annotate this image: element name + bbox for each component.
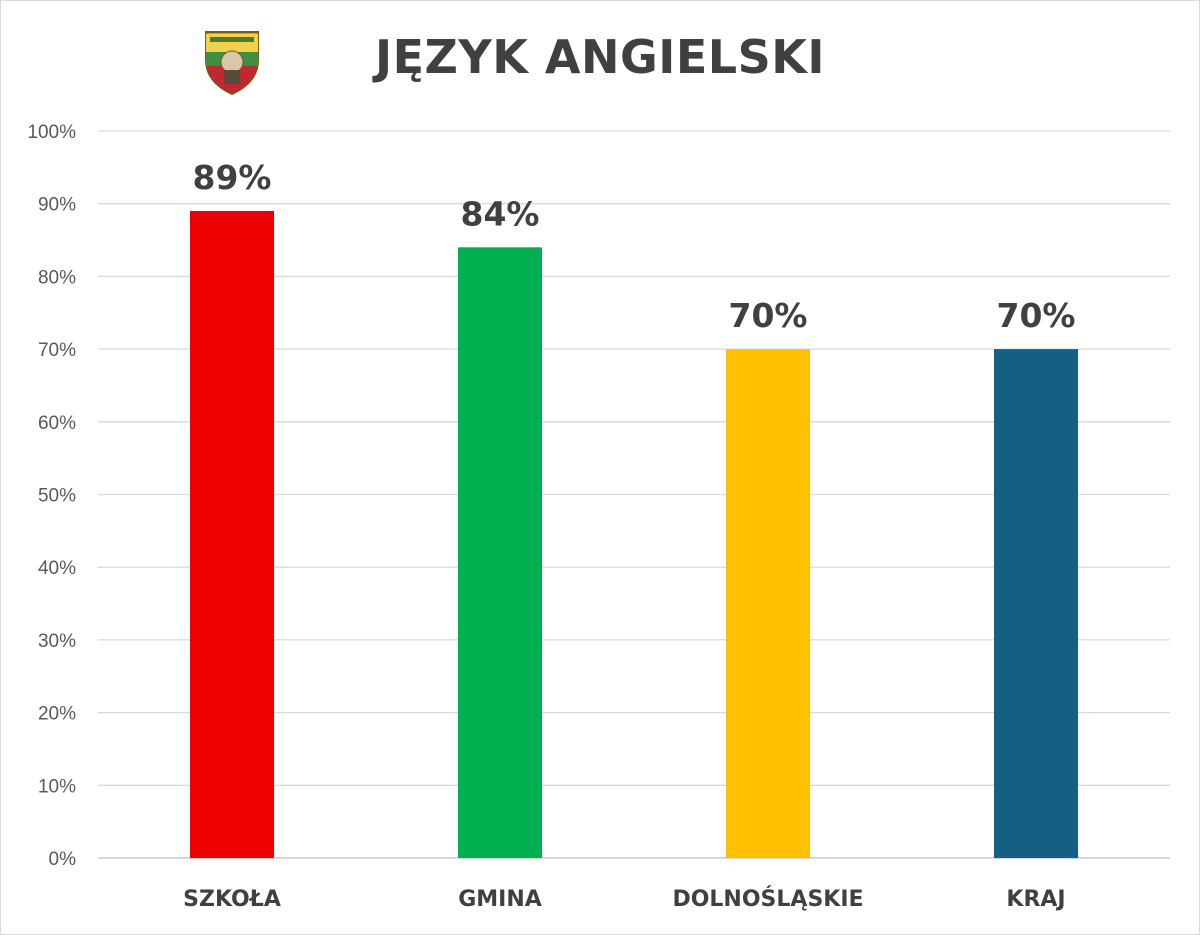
bars (190, 210, 1078, 859)
x-axis-ticks: SZKOŁA GMINA DOLNOŚLĄSKIE KRAJ (183, 886, 1065, 912)
y-tick-label: 60% (38, 413, 76, 434)
data-label: 70% (729, 296, 808, 335)
y-tick-label: 20% (38, 704, 76, 725)
y-tick-label: 40% (38, 558, 76, 579)
chart-title: JĘZYK ANGIELSKI (375, 30, 825, 84)
y-tick-label: 50% (38, 486, 76, 507)
y-tick-label: 30% (38, 631, 76, 652)
data-label: 89% (193, 158, 272, 197)
bar-0 (190, 210, 274, 859)
y-tick-label: 80% (38, 267, 76, 288)
data-label: 70% (997, 296, 1076, 335)
y-tick-label: 100% (27, 122, 76, 143)
gridlines (98, 130, 1170, 859)
data-label: 84% (461, 194, 540, 233)
bar-1 (458, 247, 542, 858)
y-tick-label: 0% (49, 849, 77, 870)
x-tick-label: DOLNOŚLĄSKIE (672, 886, 863, 912)
x-tick-label: GMINA (458, 887, 542, 912)
bar-3 (994, 349, 1078, 858)
bar-2 (726, 349, 810, 858)
x-tick-label: KRAJ (1006, 887, 1065, 912)
y-tick-label: 10% (38, 776, 76, 797)
school-crest-icon (205, 31, 259, 96)
y-tick-label: 70% (38, 340, 76, 361)
y-tick-label: 90% (38, 195, 76, 216)
data-labels: 89% 84% 70% 70% (193, 158, 1076, 335)
x-tick-label: SZKOŁA (183, 887, 281, 912)
y-axis-ticks: 0% 10% 20% 30% 40% 50% 60% 70% 80% 90% 100% (27, 122, 76, 870)
